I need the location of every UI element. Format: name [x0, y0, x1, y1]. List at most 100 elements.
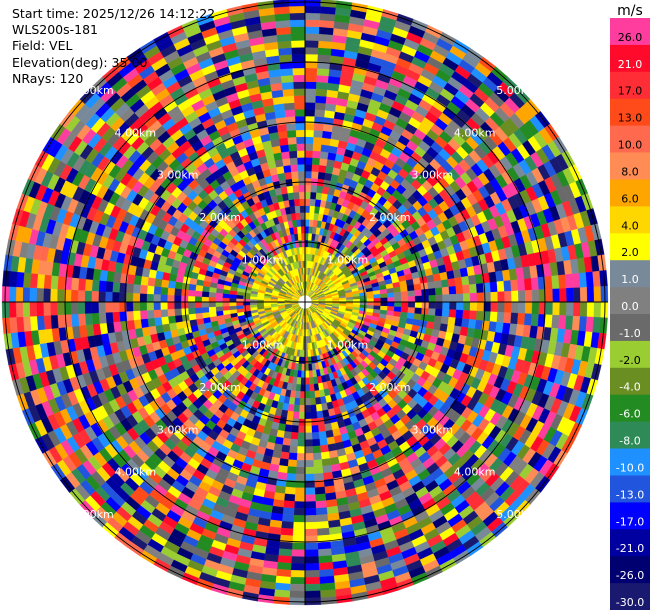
velocity-gate	[313, 473, 324, 481]
velocity-gate	[126, 283, 134, 294]
velocity-gate	[201, 306, 210, 313]
velocity-gate	[286, 473, 297, 481]
velocity-gate	[167, 287, 176, 296]
velocity-gate	[154, 316, 163, 326]
velocity-gate	[469, 292, 478, 303]
velocity-gate	[319, 151, 329, 160]
velocity-gate	[140, 318, 149, 329]
velocity-gate	[126, 310, 134, 321]
velocity-gate	[304, 405, 311, 413]
velocity-gate	[311, 425, 319, 433]
velocity-gate	[153, 309, 162, 318]
velocity-gate	[292, 411, 300, 420]
velocity-gate	[291, 556, 306, 564]
velocity-gate	[380, 301, 388, 307]
velocity-gate	[312, 143, 322, 152]
velocity-gate	[167, 308, 176, 317]
velocity-gate	[281, 444, 291, 453]
velocity-gate	[304, 556, 319, 564]
velocity-gate	[295, 473, 306, 482]
velocity-gate	[449, 293, 457, 303]
velocity-gate	[125, 292, 134, 303]
velocity-gate	[312, 438, 321, 447]
velocity-gate	[434, 315, 443, 324]
velocity-gate	[380, 297, 388, 303]
velocity-gate	[277, 555, 292, 564]
velocity-gate	[304, 67, 318, 76]
velocity-gate	[22, 301, 31, 317]
velocity-gate	[518, 301, 526, 314]
velocity-gate	[319, 582, 336, 591]
velocity-gate	[57, 275, 66, 290]
velocity-gate	[304, 542, 319, 551]
velocity-gate	[469, 301, 478, 312]
velocity-gate	[393, 286, 402, 293]
velocity-gate	[489, 281, 498, 293]
velocity-gate	[579, 301, 588, 317]
velocity-gate	[316, 74, 329, 83]
velocity-gate	[318, 26, 334, 36]
velocity-gate	[319, 158, 328, 167]
velocity-gate	[586, 286, 595, 303]
velocity-gate	[469, 310, 478, 321]
velocity-gate	[319, 19, 335, 29]
velocity-gate	[592, 316, 601, 334]
velocity-gate	[50, 314, 59, 329]
velocity-gate	[366, 294, 374, 299]
velocity-gate	[105, 301, 113, 313]
velocity-gate	[288, 452, 298, 461]
velocity-gate	[366, 301, 375, 306]
velocity-gate	[304, 212, 310, 220]
velocity-gate	[278, 458, 289, 467]
velocity-gate	[524, 278, 533, 291]
velocity-gate	[84, 278, 93, 291]
velocity-gate	[304, 398, 311, 406]
velocity-gate	[304, 563, 320, 571]
velocity-gate	[319, 589, 337, 598]
velocity-gate	[22, 287, 31, 303]
velocity-gate	[309, 384, 315, 392]
velocity-gate	[36, 287, 44, 303]
velocity-gate	[304, 109, 316, 117]
velocity-gate	[9, 316, 18, 334]
velocity-gate	[304, 363, 309, 372]
velocity-gate	[304, 171, 312, 179]
velocity-gate	[313, 123, 324, 131]
velocity-gate	[50, 301, 58, 316]
velocity-gate	[318, 568, 334, 578]
velocity-gate	[373, 301, 381, 307]
elevation-text: Elevation(deg): 35.00	[12, 54, 148, 70]
velocity-gate	[84, 313, 93, 326]
velocity-gate	[105, 311, 114, 324]
velocity-gate	[215, 297, 223, 303]
velocity-gate	[531, 301, 540, 315]
velocity-gate	[304, 102, 316, 110]
velocity-gate	[571, 315, 581, 331]
velocity-gate	[447, 278, 456, 288]
velocity-gate	[300, 384, 306, 392]
velocity-gate	[84, 290, 92, 303]
velocity-gate	[319, 6, 337, 15]
velocity-gate	[407, 307, 416, 314]
velocity-gate	[297, 439, 306, 447]
velocity-gate	[304, 143, 314, 151]
velocity-gate	[316, 521, 329, 530]
velocity-gate	[394, 296, 402, 303]
velocity-gate	[304, 226, 310, 234]
velocity-gate	[578, 272, 588, 288]
velocity-gate	[296, 460, 306, 468]
velocity-gate	[311, 171, 319, 179]
velocity-gate	[300, 370, 306, 378]
velocity-gate	[304, 411, 312, 420]
velocity-gate	[309, 205, 316, 214]
velocity-gate	[414, 295, 423, 303]
velocity-gate	[566, 301, 574, 317]
velocity-gate	[558, 274, 567, 289]
velocity-gate	[565, 315, 574, 331]
velocity-gate	[304, 549, 319, 557]
velocity-gate	[304, 47, 319, 55]
velocity-gate	[289, 438, 298, 447]
velocity-gate	[316, 68, 330, 77]
velocity-gate	[36, 273, 45, 289]
velocity-gate	[105, 291, 113, 303]
